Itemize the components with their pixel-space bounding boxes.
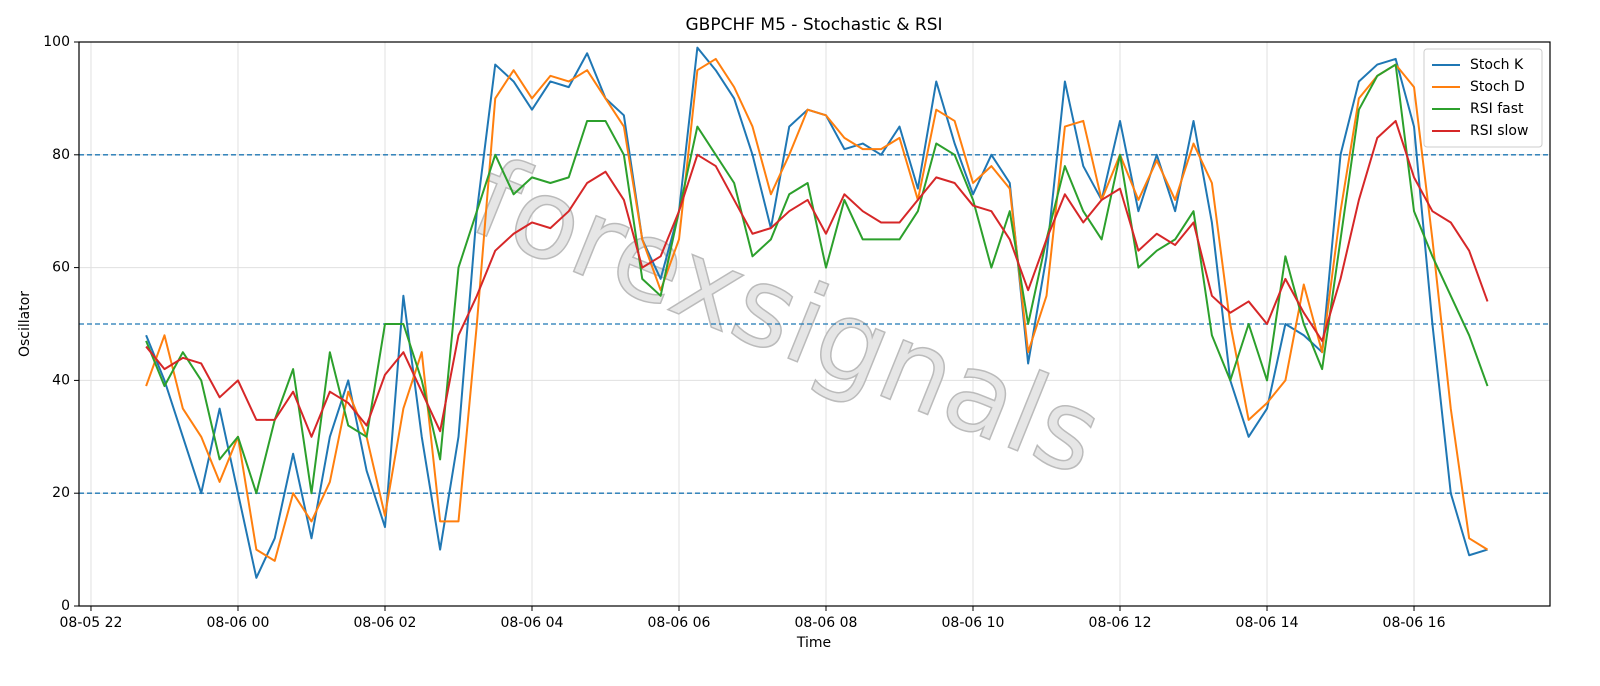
legend-label: Stoch D <box>1470 79 1525 95</box>
y-tick-label: 80 <box>52 147 70 163</box>
x-tick-label: 08-06 06 <box>648 615 711 631</box>
legend-label: RSI fast <box>1470 101 1524 117</box>
x-tick-label: 08-06 00 <box>207 615 270 631</box>
x-tick-label: 08-06 02 <box>354 615 417 631</box>
legend: Stoch K Stoch D RSI fast RSI slow <box>1423 48 1543 148</box>
watermark: forexsignals <box>456 133 1118 500</box>
x-tick-label: 08-06 12 <box>1089 615 1152 631</box>
legend-box <box>1423 48 1543 148</box>
plot-frame <box>78 41 1551 607</box>
y-axis-label: Oscillator <box>17 291 33 357</box>
y-tick-label: 0 <box>61 598 70 614</box>
x-tick-label: 08-06 14 <box>1236 615 1299 631</box>
legend-label: RSI slow <box>1470 123 1528 139</box>
x-tick-label: 08-06 16 <box>1383 615 1446 631</box>
x-axis-label: Time <box>796 635 831 651</box>
chart-title: GBPCHF M5 - Stochastic & RSI <box>685 15 942 35</box>
x-tick-label: 08-05 22 <box>60 615 123 631</box>
series-line <box>145 119 1489 438</box>
x-tick-label: 08-06 04 <box>501 615 564 631</box>
y-tick-label: 40 <box>52 372 70 388</box>
x-tick-label: 08-06 08 <box>795 615 858 631</box>
series-line <box>145 57 1489 562</box>
y-tick-label: 100 <box>43 34 70 50</box>
y-tick-label: 20 <box>52 485 70 501</box>
x-tick-label: 08-06 10 <box>942 615 1005 631</box>
y-tick-label: 60 <box>52 260 70 276</box>
legend-label: Stoch K <box>1470 57 1524 73</box>
